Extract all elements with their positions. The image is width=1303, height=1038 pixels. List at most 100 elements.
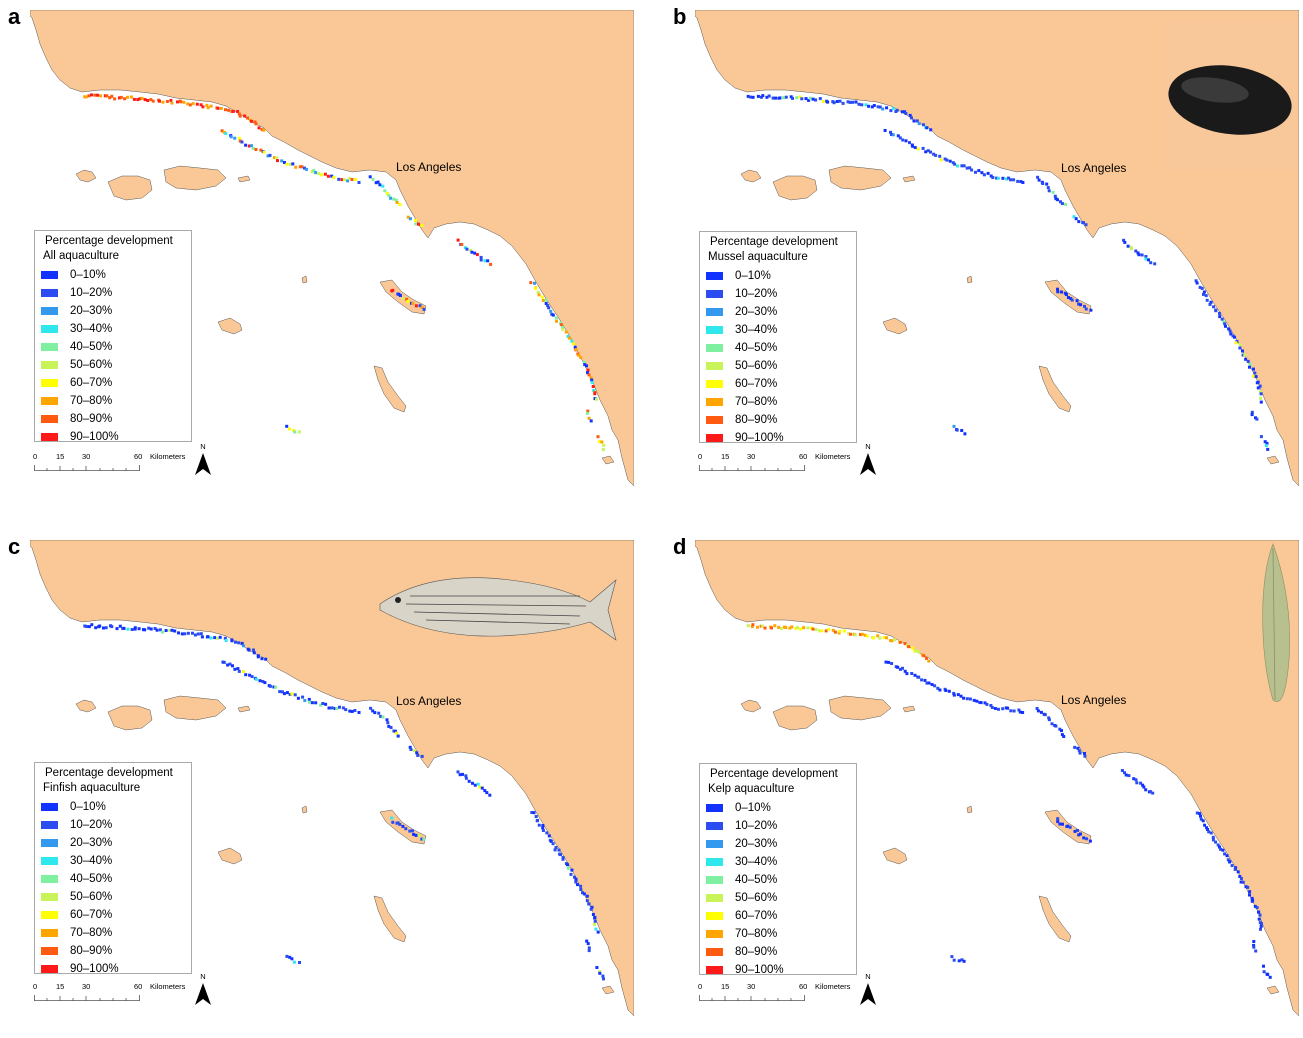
development-cell xyxy=(1148,790,1152,794)
development-cell xyxy=(883,129,887,132)
development-cell xyxy=(373,711,377,715)
development-cell xyxy=(244,673,248,677)
development-cell xyxy=(296,696,300,700)
legend: Percentage development Mussel aquacultur… xyxy=(699,231,857,444)
development-cell xyxy=(540,295,544,299)
development-cell xyxy=(559,323,563,327)
scale-label-60: 60 xyxy=(134,982,143,991)
legend-item: 70–80% xyxy=(41,924,191,942)
development-cell xyxy=(760,624,764,628)
legend-swatch xyxy=(706,894,723,902)
development-cell xyxy=(1222,320,1226,324)
north-arrow-icon xyxy=(860,983,876,1005)
development-cell xyxy=(126,627,130,631)
development-cell xyxy=(1051,190,1055,194)
development-cell xyxy=(262,150,266,154)
development-cell xyxy=(385,192,389,195)
development-cell xyxy=(324,702,328,706)
development-cell xyxy=(957,959,961,963)
development-cell xyxy=(292,960,296,964)
development-cell xyxy=(147,626,151,630)
development-cell xyxy=(1195,811,1199,815)
island-anacapa xyxy=(902,705,916,713)
legend-item: 0–10% xyxy=(706,267,856,285)
development-cell xyxy=(887,660,891,664)
scale-label-60: 60 xyxy=(134,452,143,461)
island-santa-barbara xyxy=(966,275,973,284)
development-cell xyxy=(952,693,956,697)
development-cell xyxy=(173,629,177,633)
legend-label: 10–20% xyxy=(735,288,778,300)
development-cell xyxy=(1056,820,1060,824)
development-cell xyxy=(570,868,574,872)
city-label-los-angeles: Los Angeles xyxy=(396,160,462,174)
development-cell xyxy=(479,258,483,262)
legend-swatch xyxy=(41,379,58,387)
development-cell xyxy=(218,635,222,639)
development-cell xyxy=(1056,290,1060,294)
legend-swatch xyxy=(41,307,58,315)
legend-item: 60–70% xyxy=(706,907,856,925)
development-cell xyxy=(237,641,241,645)
legend-subtitle: Finfish aquaculture xyxy=(43,782,141,794)
development-cell xyxy=(381,184,385,188)
development-cell xyxy=(547,834,551,838)
development-cell xyxy=(591,913,595,916)
legend-subtitle: Kelp aquaculture xyxy=(708,783,795,795)
panel-letter: b xyxy=(673,4,687,29)
development-cell xyxy=(1218,845,1221,849)
legend-label: 60–70% xyxy=(70,909,113,921)
development-cell xyxy=(488,793,492,797)
development-cell xyxy=(763,626,767,630)
scale-label-30: 30 xyxy=(747,982,756,991)
legend-swatch xyxy=(41,361,58,369)
legend-swatch xyxy=(41,343,58,351)
development-cell xyxy=(398,203,402,206)
legend-item: 20–30% xyxy=(706,835,856,853)
legend: Percentage development All aquaculture 0… xyxy=(34,230,192,443)
development-cell xyxy=(85,625,88,628)
development-cell xyxy=(956,693,960,697)
development-cell xyxy=(182,100,186,104)
scale-ruler xyxy=(699,465,805,471)
development-cell xyxy=(777,625,781,629)
development-cell xyxy=(567,336,571,340)
development-cell xyxy=(263,681,267,685)
development-cell xyxy=(579,884,583,888)
map: Los Angeles Percentage development Kelp … xyxy=(694,539,1300,1017)
development-cell xyxy=(934,153,938,157)
map: Los Angeles Percentage development Musse… xyxy=(694,9,1300,487)
development-cell xyxy=(385,718,389,722)
development-cell xyxy=(1250,896,1254,900)
development-cell xyxy=(87,94,91,98)
development-cell xyxy=(1084,307,1088,311)
development-cell xyxy=(1151,791,1155,795)
development-cell xyxy=(1254,375,1258,379)
development-cell xyxy=(414,222,418,226)
legend-title: Percentage development xyxy=(45,767,173,779)
legend-item: 90–100% xyxy=(41,428,191,446)
development-cell xyxy=(84,95,88,99)
legend-swatch xyxy=(41,325,58,333)
development-cell xyxy=(338,705,341,709)
development-cell xyxy=(860,103,864,107)
development-cell xyxy=(219,106,223,110)
development-cell xyxy=(929,128,933,132)
development-cell xyxy=(1047,718,1051,722)
development-cell xyxy=(268,684,272,688)
development-cell xyxy=(378,183,382,187)
development-cell xyxy=(143,98,147,102)
development-cell xyxy=(406,299,410,303)
legend-label: 70–80% xyxy=(70,927,113,939)
development-cell xyxy=(1228,329,1232,333)
development-cell xyxy=(1060,202,1064,206)
development-cell xyxy=(1012,709,1016,713)
development-cell xyxy=(1259,924,1263,928)
development-cell xyxy=(133,626,137,630)
development-cell xyxy=(561,857,565,861)
legend-swatch xyxy=(706,876,723,884)
development-cell xyxy=(1236,870,1240,874)
development-cell xyxy=(865,634,869,638)
development-cell xyxy=(859,633,862,637)
development-cell xyxy=(847,632,851,636)
